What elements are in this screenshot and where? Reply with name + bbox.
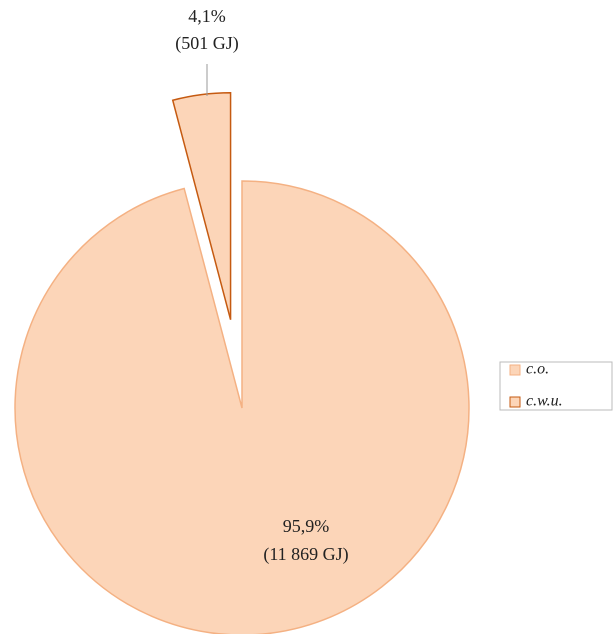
energy-label: (501 GJ) — [175, 33, 239, 54]
data-label: 95,9% — [283, 516, 330, 536]
legend-label: c.o. — [526, 361, 549, 378]
energy-label: (11 869 GJ) — [263, 544, 348, 565]
legend-swatch — [509, 396, 521, 408]
legend-label: c.w.u. — [526, 393, 563, 410]
pie-slice — [171, 91, 232, 320]
data-label: 4,1% — [188, 6, 226, 26]
pie-slice — [14, 180, 470, 634]
legend-swatch — [509, 364, 521, 376]
